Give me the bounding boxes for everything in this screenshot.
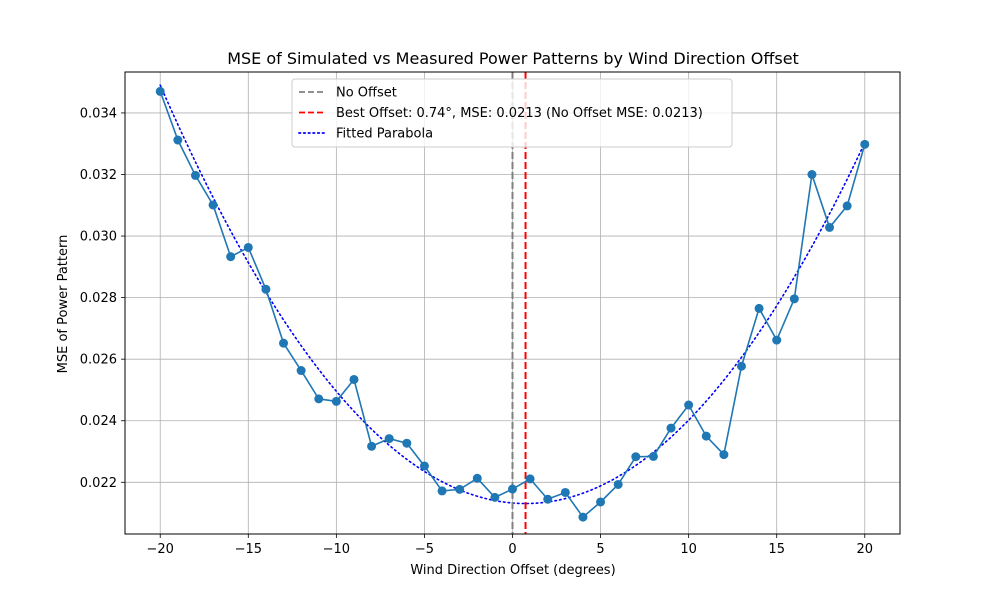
y-tick-label: 0.022 [80,476,117,491]
data-point [437,486,447,496]
legend-label: Best Offset: 0.74°, MSE: 0.0213 (No Offs… [336,106,703,121]
data-point [208,200,218,210]
x-tick-label: 15 [768,542,785,557]
data-point [807,169,817,179]
data-point [560,487,570,497]
data-point [648,451,658,461]
x-tick-label: 0 [508,542,516,557]
legend-box [291,78,733,148]
data-point [155,86,165,96]
legend: No Offset Best Offset: 0.74°, MSE: 0.0213… [291,78,733,148]
data-point [684,400,694,410]
reference-lines-layer [511,72,527,534]
data-point [243,242,253,252]
x-tick-label: −10 [323,542,350,557]
data-point [825,222,835,232]
data-point [596,497,606,507]
x-axis-title: Wind Direction Offset (degrees) [410,563,615,578]
data-point [490,492,500,502]
data-point [419,461,429,471]
data-point [736,361,746,371]
x-tick-label: −5 [415,542,434,557]
y-tick-label: 0.032 [80,168,117,183]
x-tick-label: −15 [235,542,262,557]
data-point [613,479,623,489]
data-point [860,139,870,149]
data-point [772,335,782,345]
data-point [367,441,377,451]
series-layer [155,86,870,522]
legend-label: No Offset [336,86,397,101]
data-point [261,284,271,294]
data-point [842,201,852,211]
data-point [789,294,799,304]
data-point [472,473,482,483]
data-point [331,396,341,406]
data-point [226,252,236,262]
data-point [701,431,711,441]
data-point [402,438,412,448]
x-tick-label: 20 [856,542,873,557]
legend-label: Fitted Parabola [336,127,433,142]
data-point [719,450,729,460]
data-point [190,170,200,180]
data-point [384,434,394,444]
y-tick-label: 0.034 [80,106,117,121]
data-point [279,338,289,348]
ticks: −20 −15 −10 −5 0 5 10 15 20 0.022 0.024 0.026 0.028 0… [80,106,873,557]
data-point [349,374,359,384]
data-point [631,452,641,462]
data-point [525,474,535,484]
data-point [666,423,676,433]
data-point [173,135,183,145]
y-tick-label: 0.026 [80,353,117,368]
y-axis-title: MSE of Power Pattern [56,235,71,374]
data-point [508,484,517,494]
y-tick-label: 0.028 [80,291,117,306]
y-tick-label: 0.024 [80,414,117,429]
chart-title: MSE of Simulated vs Measured Power Patte… [227,49,799,68]
data-point [314,394,324,404]
data-point [543,494,553,504]
data-point [296,366,306,376]
x-tick-label: 10 [680,542,697,557]
x-tick-label: 5 [596,542,604,557]
data-point [754,303,764,313]
x-tick-label: −20 [147,542,174,557]
y-tick-label: 0.030 [80,230,117,245]
data-point [455,484,465,494]
data-point [578,512,588,522]
